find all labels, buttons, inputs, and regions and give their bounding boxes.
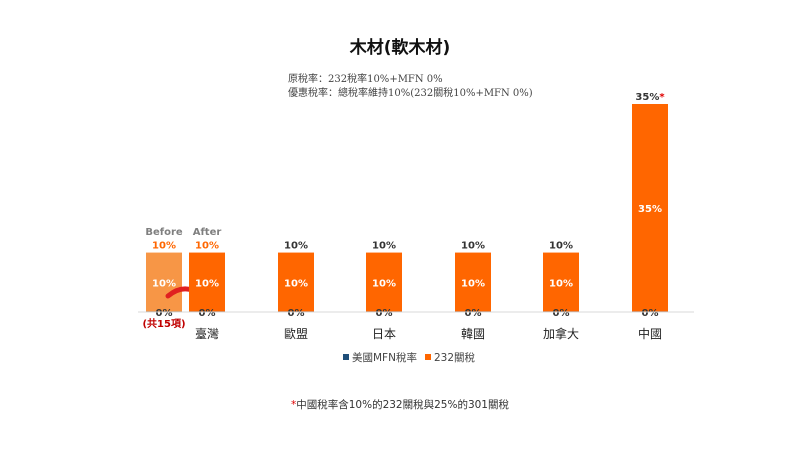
- bar-6-total-label: 35%*: [635, 92, 665, 103]
- bar-6-asterisk: *: [659, 92, 665, 103]
- tariff-note-original: 原稅率：232稅率10%+MFN 0%: [288, 72, 443, 85]
- tariff-note-preferential: 優惠稅率：總稅率維持10%(232關稅10%+MFN 0%): [288, 86, 533, 99]
- bar-6-bar: [632, 104, 668, 312]
- taiwan-before-value-label: 10%: [152, 278, 176, 289]
- legend-label-232: 232關稅: [434, 352, 476, 364]
- taiwan-before-sublabel: (共15項): [142, 317, 185, 330]
- bar-6-mfn-label: 0%: [642, 308, 659, 319]
- plot-area: Before 10% 0% 10% (共15項) After 10% 0% 10% 臺灣 10% 0%…: [142, 92, 668, 341]
- taiwan-before-mfn-label: 0%: [156, 308, 173, 319]
- taiwan-before-total-label: 10%: [152, 241, 176, 252]
- bar-1-value-label: 10%: [195, 278, 219, 289]
- category-label-6: 中國: [638, 326, 662, 341]
- bar-5-value-label: 10%: [549, 278, 573, 289]
- bar-2-total-label: 10%: [284, 241, 308, 252]
- bar-3-value-label: 10%: [372, 278, 396, 289]
- category-label-4: 韓國: [461, 327, 485, 341]
- bar-6-value-label: 35%: [638, 204, 662, 215]
- bar-5-mfn-label: 0%: [553, 308, 570, 319]
- before-header: Before: [145, 227, 183, 238]
- bar-4-mfn-label: 0%: [465, 308, 482, 319]
- chart-title: 木材(軟木材): [349, 37, 451, 58]
- legend-swatch-mfn: [343, 354, 349, 360]
- bar-4-total-label: 10%: [461, 241, 485, 252]
- bar-1-bar: [189, 252, 225, 312]
- bar-1-total-label: 10%: [195, 241, 219, 252]
- bar-1-mfn-label: 0%: [199, 308, 216, 319]
- legend: 美國MFN稅率 232關稅: [343, 351, 476, 364]
- footnote: *中國稅率含10%的232關稅與25%的301關稅: [291, 398, 510, 411]
- footnote-text: 中國稅率含10%的232關稅與25%的301關稅: [296, 398, 509, 411]
- category-label-5: 加拿大: [543, 326, 579, 341]
- category-label-3: 日本: [372, 327, 396, 341]
- bar-5-total-label: 10%: [549, 241, 573, 252]
- bar-2-mfn-label: 0%: [288, 308, 305, 319]
- taiwan-before-bar: [146, 252, 182, 312]
- bar-5-bar: [543, 252, 579, 312]
- category-label-1: 臺灣: [195, 326, 219, 341]
- bar-3-mfn-label: 0%: [376, 308, 393, 319]
- bar-2-bar: [278, 252, 314, 312]
- after-header: After: [193, 227, 222, 238]
- footnote-asterisk: *: [291, 399, 296, 411]
- bar-4-bar: [455, 252, 491, 312]
- bar-3-total-label: 10%: [372, 241, 396, 252]
- category-label-2: 歐盟: [284, 326, 308, 341]
- legend-swatch-232: [425, 354, 431, 360]
- bar-3-bar: [366, 252, 402, 312]
- bar-4-value-label: 10%: [461, 278, 485, 289]
- legend-label-mfn: 美國MFN稅率: [352, 351, 417, 364]
- bar-2-value-label: 10%: [284, 278, 308, 289]
